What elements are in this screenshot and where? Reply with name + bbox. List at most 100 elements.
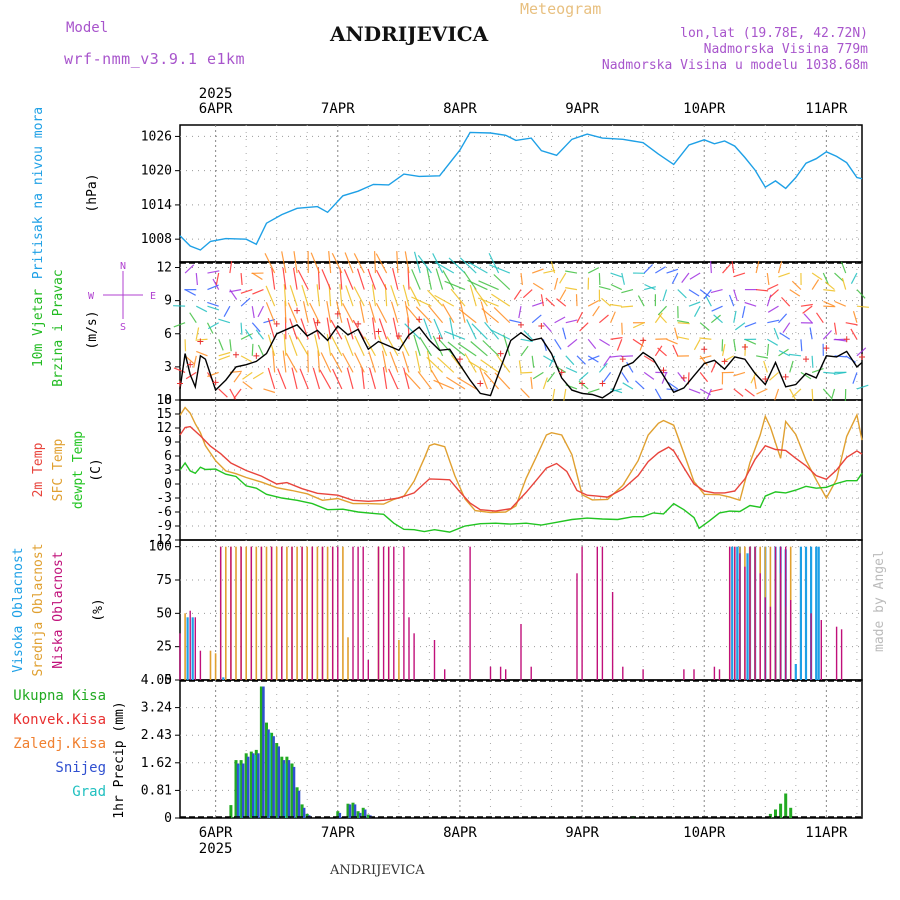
snow-bar [358,812,362,818]
wind-arrow [666,268,679,274]
gust-marker [436,335,443,342]
gust-marker [680,374,687,381]
wind-arrow [644,283,656,291]
wind-arrow [218,355,231,361]
wind-arrow [288,334,298,357]
wind-arrow [173,389,185,390]
wind-arrow [309,302,320,323]
mid-cloud-bar [209,650,212,680]
wind-arrow [435,268,444,290]
total-rain-bar [366,814,370,818]
wind-arrow [251,306,255,319]
precip-ylabel: 1hr Precip (mm) [112,701,127,818]
wind-arrow [823,305,836,308]
wind-arrow [353,286,365,307]
wind-direction-legend: N S E W [88,261,156,333]
bottom-day-label: 6APR [199,825,233,841]
low-cloud-bar [576,573,578,680]
low-cloud-bar [749,546,751,680]
wind-arrow [195,338,208,341]
wind-arrow [546,372,556,383]
wind-arrow [532,371,544,380]
total-rain-bar [244,753,248,818]
wind-arrow [811,355,814,368]
wind-arrow [773,327,780,340]
total-rain-bar [346,803,350,818]
wind-arrow [390,301,399,323]
wind-arrow [302,301,309,323]
wind-arrow [728,294,735,307]
wind-arrow [803,313,813,324]
wind-arrow [320,352,332,373]
low-cloud-bar [611,592,614,680]
low-cloud-bar [352,546,354,680]
ytick-label-temp: 3 [164,463,172,478]
wind-arrow [677,289,687,299]
wind-arrow [677,322,690,325]
gust-marker [375,328,382,335]
wind-arrow [255,329,264,340]
high-cloud-bar [804,546,808,680]
wind-arrow [296,336,309,357]
wind-arrow [766,272,770,285]
wind-arrow [852,311,858,323]
gust-marker [456,356,463,363]
wind-arrow [789,289,801,297]
wind-arrow [822,272,829,285]
wind-arrow [565,287,578,291]
wind-arrow [331,252,343,274]
wind-arrow [361,367,365,390]
wind-arrow [767,283,779,291]
ytick-label-precip: 1.62 [141,756,172,771]
wind-arrow [789,360,794,373]
wind-arrow [342,303,354,324]
wind-arrow [699,372,709,383]
wind-arrow [520,345,529,357]
wind-arrow [469,284,477,307]
wind-arrow [520,272,523,286]
wind-arrow [287,302,298,323]
wind-arrow [610,311,616,323]
wind-arrow [513,289,522,300]
wind-arrow [240,333,253,340]
wind-arrow [744,301,757,307]
bottom-day-label: 8APR [443,825,477,841]
wind-arrow [468,261,488,274]
wind-arrow [662,289,668,302]
low-cloud-bar [774,546,777,680]
ytick-label-temp: 9 [164,435,172,450]
wind-arrow [699,337,712,340]
wind-arrow [430,369,444,390]
ytick-label-cloud: 0 [164,673,172,688]
wind-arrow [282,267,287,290]
mid-cloud-bar [342,546,344,680]
wind-arrow [427,289,444,307]
wind-arrow [767,338,779,346]
wind-arrow [283,333,287,356]
total-rain-bar [336,811,340,818]
wind-arrow [251,272,263,281]
wind-arrow [489,264,511,274]
mid-cloud-bar [214,653,217,680]
wind-arrow [779,332,791,340]
ytick-label-temp: 12 [156,421,172,436]
wind-arrow [706,388,712,401]
wind-arrow [289,318,298,340]
wind-arrow [598,286,611,291]
wind-arrow [782,322,791,333]
wind-arrow [767,319,780,324]
wind-arrow [321,269,332,290]
wind-arrow [632,338,644,347]
wind-arrow [841,277,847,290]
low-cloud-bar [785,546,787,680]
low-cloud-bar [622,666,624,680]
wind-arrow [565,319,578,324]
wind-arrow [339,284,343,307]
wind-arrow [375,269,388,290]
wind-arrow [367,268,377,290]
low-cloud-bar [790,600,792,680]
wind-arrow [252,371,264,380]
low-cloud-bar [759,573,761,680]
wind-arrow [503,334,511,357]
wind-arrow [531,268,544,274]
